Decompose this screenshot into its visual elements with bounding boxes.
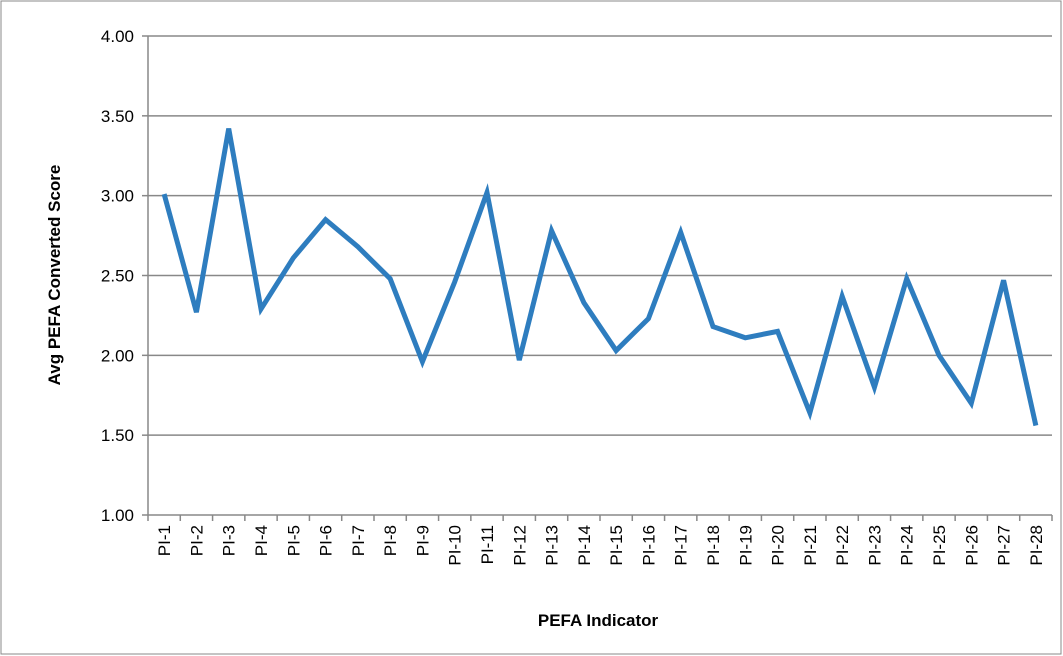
x-tick-label: PI-6 — [317, 525, 336, 556]
x-tick-label: PI-16 — [639, 525, 658, 566]
x-tick-label: PI-14 — [575, 525, 594, 566]
y-tick-label: 2.50 — [101, 267, 134, 286]
x-tick-label: PI-8 — [381, 525, 400, 556]
y-tick-label: 3.50 — [101, 107, 134, 126]
x-tick-label: PI-10 — [446, 525, 465, 566]
x-tick-label: PI-15 — [607, 525, 626, 566]
x-tick-label: PI-12 — [510, 525, 529, 566]
y-tick-label: 1.50 — [101, 426, 134, 445]
x-axis-title: PEFA Indicator — [538, 611, 659, 630]
x-tick-label: PI-7 — [349, 525, 368, 556]
x-tick-label: PI-21 — [801, 525, 820, 566]
data-line — [161, 128, 1039, 427]
x-tick-label: PI-1 — [155, 525, 174, 556]
x-tick-label: PI-27 — [995, 525, 1014, 566]
x-tick-label: PI-19 — [736, 525, 755, 566]
x-tick-label: PI-24 — [898, 525, 917, 566]
x-tick-label: PI-18 — [704, 525, 723, 566]
x-tick-label: PI-4 — [252, 525, 271, 556]
x-tick-label: PI-9 — [413, 525, 432, 556]
y-tick-label: 3.00 — [101, 187, 134, 206]
x-tick-label: PI-2 — [187, 525, 206, 556]
x-tick-label: PI-25 — [930, 525, 949, 566]
x-tick-label: PI-22 — [833, 525, 852, 566]
x-tick-label: PI-11 — [478, 525, 497, 564]
y-tick-label: 1.00 — [101, 506, 134, 525]
x-tick-label: PI-13 — [543, 525, 562, 566]
x-tick-label: PI-3 — [220, 525, 239, 556]
x-tick-label: PI-28 — [1027, 525, 1046, 566]
x-tick-label: PI-23 — [865, 525, 884, 566]
y-tick-label: 4.00 — [101, 27, 134, 46]
x-tick-label: PI-20 — [769, 525, 788, 566]
x-tick-label: PI-17 — [672, 525, 691, 566]
x-tick-label: PI-5 — [284, 525, 303, 556]
x-tick-label: PI-26 — [962, 525, 981, 566]
y-axis-title: Avg PEFA Converted Score — [45, 165, 64, 386]
y-tick-label: 2.00 — [101, 346, 134, 365]
